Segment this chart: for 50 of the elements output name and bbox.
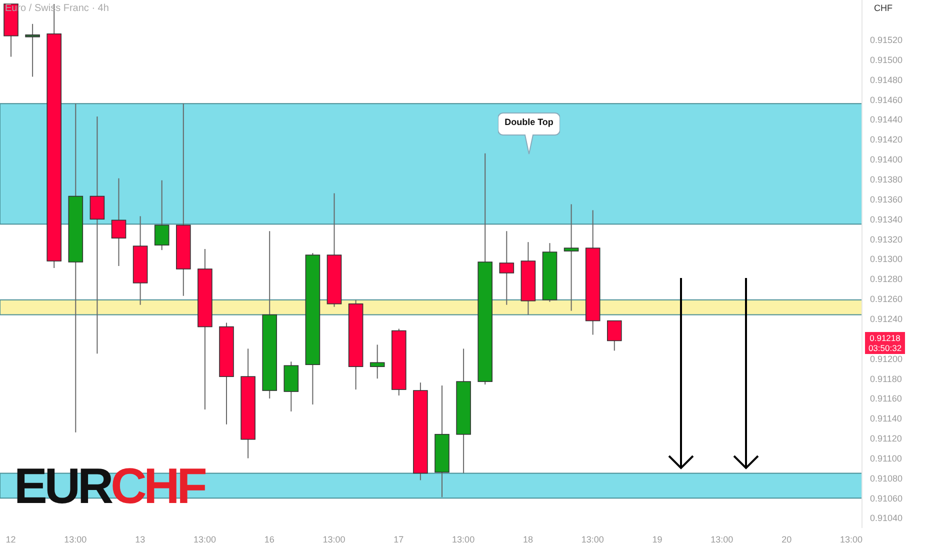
- y-tick-label: 0.91520: [870, 35, 903, 46]
- x-tick-label: 13:00: [193, 534, 216, 544]
- text: 03:50:32: [867, 343, 903, 353]
- y-tick-label: 0.91320: [870, 234, 903, 244]
- x-tick-label: 13:00: [322, 534, 346, 544]
- x-tick-label: 12: [6, 534, 16, 544]
- y-tick-label: 0.91420: [870, 134, 903, 145]
- candlestick: [90, 116, 105, 354]
- candlestick: [111, 178, 126, 266]
- y-tick-label: 0.91180: [870, 374, 902, 384]
- y-tick-label: 0.91060: [870, 493, 903, 504]
- candlestick: [25, 23, 40, 78]
- x-tick-label: 13: [135, 534, 146, 544]
- x-tick-label: 13:00: [581, 534, 604, 544]
- x-tick-label: 17: [394, 534, 404, 544]
- x-tick-label: 18: [522, 534, 533, 544]
- x-tick-label: 13:00: [64, 534, 87, 544]
- candlestick: [154, 180, 170, 251]
- y-tick-label: 0.91140: [870, 414, 902, 424]
- x-tick-label: 20: [782, 534, 792, 544]
- y-tick-label: 0.91120: [870, 434, 902, 444]
- candlestick: [607, 320, 622, 352]
- y-tick-label: 0.91500: [870, 54, 903, 65]
- y-tick-label: 0.91400: [870, 154, 903, 165]
- y-axis-title: CHF: [874, 3, 892, 13]
- x-tick-label: 19: [652, 534, 662, 544]
- y-tick-label: 0.91100: [870, 453, 902, 464]
- x-tick-label: 16: [264, 534, 274, 544]
- y-tick-label: 0.91280: [870, 274, 903, 284]
- y-tick-label: 0.91080: [870, 473, 903, 484]
- y-tick-label: 0.91300: [870, 254, 903, 264]
- y-tick-label: 0.91460: [870, 94, 903, 105]
- candlestick: [564, 204, 579, 312]
- y-tick-label: 0.91380: [870, 174, 903, 185]
- candlestick: [370, 344, 385, 380]
- y-tick-label: 0.91480: [870, 74, 903, 85]
- x-tick-label: 13:00: [710, 534, 734, 544]
- y-tick-label: 0.91340: [870, 214, 903, 224]
- text: 0.91218: [868, 333, 902, 343]
- y-tick-label: 0.91260: [870, 294, 903, 304]
- y-tick-label: 0.91040: [870, 513, 903, 524]
- x-tick-label: 13:00: [840, 534, 862, 544]
- y-tick-label: 0.91240: [870, 314, 903, 324]
- y-tick-label: 0.91440: [870, 114, 903, 125]
- candlestick: [499, 230, 514, 306]
- x-tick-label: 13:00: [452, 534, 475, 544]
- annotation: Double Top: [504, 117, 554, 127]
- y-tick-label: 0.91360: [870, 194, 903, 204]
- y-tick-label: 0.91200: [870, 354, 903, 364]
- y-tick-label: 0.91160: [870, 394, 902, 404]
